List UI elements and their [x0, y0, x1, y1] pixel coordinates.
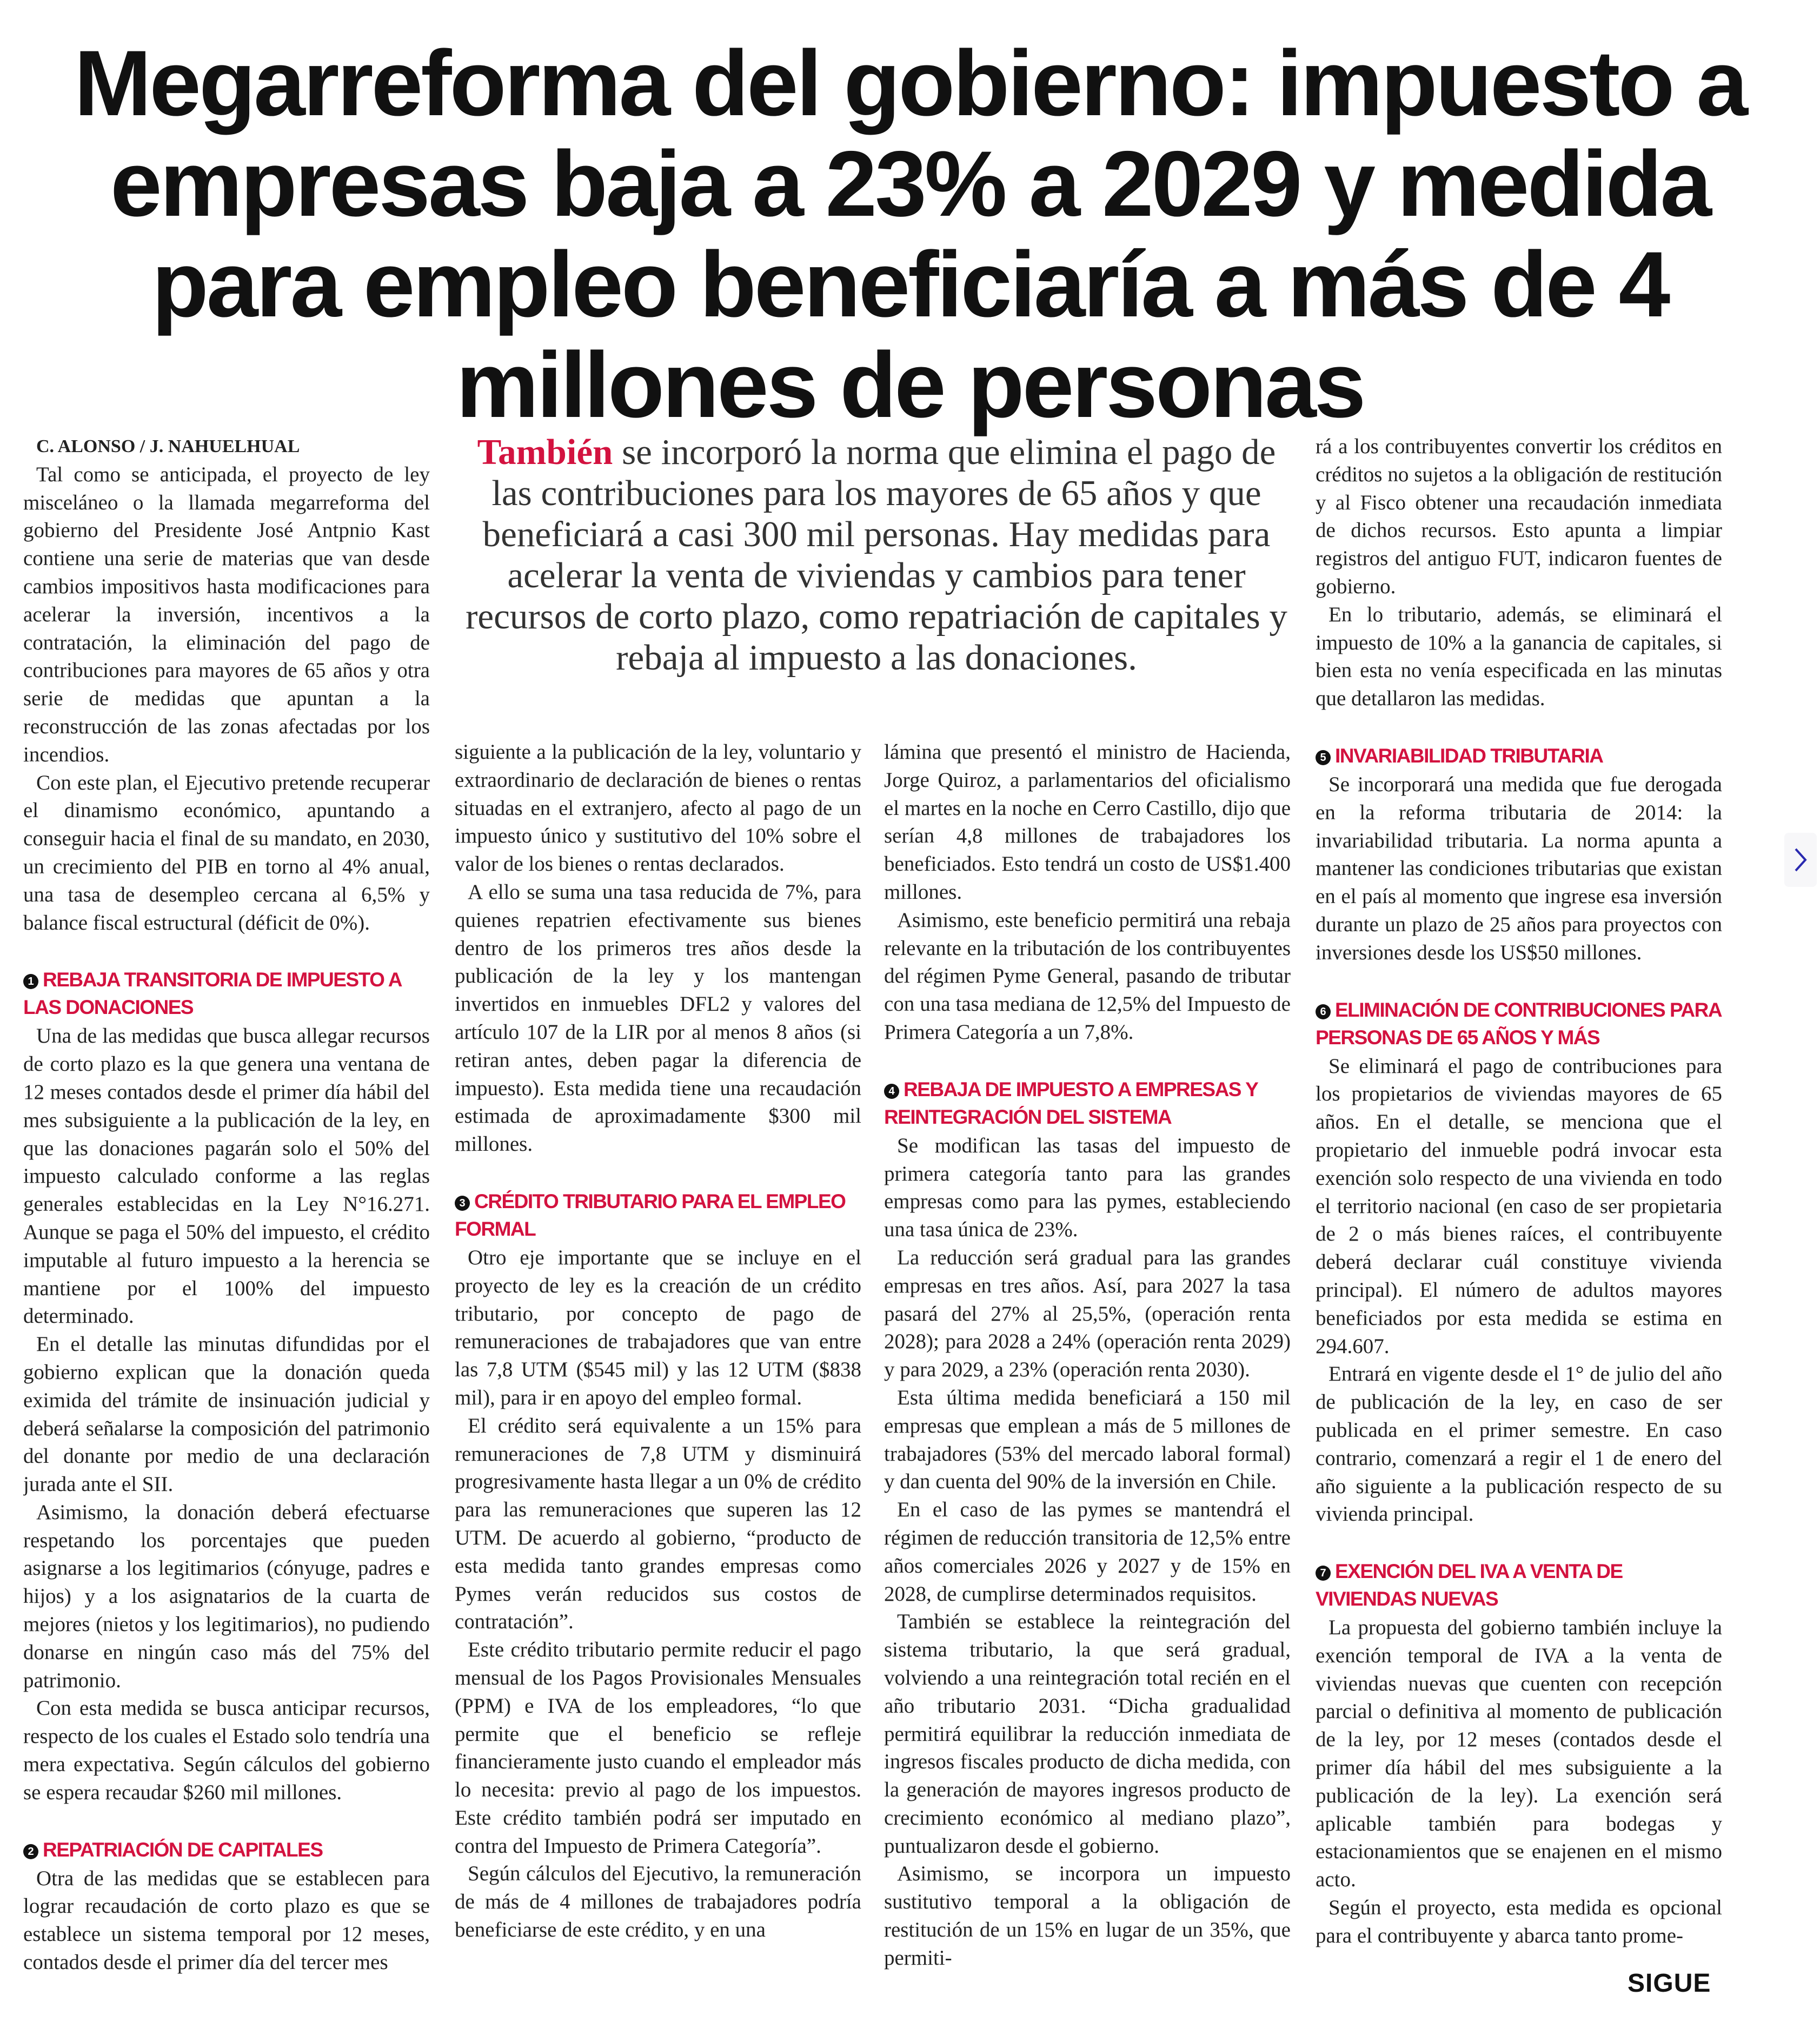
deck-lead-word: También [477, 432, 613, 472]
paragraph-continued: lámina que presentó el ministro de Hacie… [884, 740, 1291, 904]
section-heading: 6 ELIMINACIÓN DE CONTRIBUCIONES PARA PERS… [1316, 996, 1722, 1051]
paragraph-continued: siguiente a la publicación de la ley, vo… [455, 740, 861, 876]
article-column-1: C. ALONSO / J. NAHUELHUAL Tal como se ant… [23, 433, 430, 2001]
section-number-badge: 2 [23, 1844, 38, 1859]
headline-line: millones de personas [456, 333, 1366, 437]
paragraph: Esta última medida beneficiará a 150 mil… [884, 1385, 1291, 1494]
section-heading: 5 INVARIABILIDAD TRIBUTARIA [1316, 742, 1722, 770]
paragraph: A ello se suma una tasa reducida de 7%, … [455, 880, 861, 1156]
chevron-right-icon [1795, 848, 1807, 872]
paragraph: Con este plan, el Ejecutivo pretende rec… [23, 771, 430, 934]
continue-label: SIGUE [1628, 1969, 1711, 1998]
article-column-3: lámina que presentó el ministro de Hacie… [884, 738, 1291, 2001]
paragraph: Se incorporará una medida que fue deroga… [1316, 772, 1722, 964]
paragraph: Se modifican las tasas del impuesto de p… [884, 1133, 1291, 1242]
next-page-button[interactable] [1784, 833, 1817, 887]
section-number-badge: 1 [23, 974, 38, 990]
paragraph: Otro eje importante que se incluye en el… [455, 1245, 861, 1409]
article-column-4: rá a los contribuyentes convertir los cr… [1316, 433, 1722, 2001]
paragraph: En el detalle las minutas difundidas por… [23, 1332, 430, 1496]
paragraph: Asimismo, se incorpora un impuesto susti… [884, 1862, 1291, 1970]
paragraph: Otra de las medidas que se establecen pa… [23, 1866, 430, 1974]
section-number-badge: 4 [884, 1083, 899, 1099]
paragraph: Según el proyecto, esta medida es opcion… [1316, 1896, 1722, 1947]
paragraph: En el caso de las pymes se mantendrá el … [884, 1498, 1291, 1606]
headline: Megarreforma del gobierno: impuesto a em… [0, 33, 1820, 435]
paragraph: En lo tributario, además, se eliminará e… [1316, 602, 1722, 711]
section-number-badge: 3 [455, 1195, 470, 1211]
section-heading-text: CRÉDITO TRIBUTARIO PARA EL EMPLEO FORMAL [455, 1190, 846, 1240]
headline-line: empresas baja a 23% a 2029 y medida [110, 132, 1712, 236]
paragraph: La reducción será gradual para las grand… [884, 1245, 1291, 1382]
article-column-2: siguiente a la publicación de la ley, vo… [455, 738, 861, 2001]
section-heading-text: REBAJA TRANSITORIA DE IMPUESTO A LAS DON… [23, 969, 402, 1019]
section-heading: 2 REPATRIACIÓN DE CAPITALES [23, 1836, 430, 1864]
section-heading: 7 EXENCIÓN DEL IVA A VENTA DE VIVIENDAS N… [1316, 1557, 1722, 1613]
paragraph: Asimismo, la donación deberá efectuarse … [23, 1500, 430, 1692]
section-heading-text: EXENCIÓN DEL IVA A VENTA DE VIVIENDAS NU… [1316, 1560, 1623, 1610]
paragraph: La propuesta del gobierno también incluy… [1316, 1616, 1722, 1892]
paragraph: Según cálculos del Ejecutivo, la remuner… [455, 1862, 861, 1942]
paragraph: Se eliminará el pago de contribuciones p… [1316, 1054, 1722, 1358]
paragraph: Tal como se anticipada, el proyecto de l… [23, 462, 430, 766]
paragraph: El crédito será equivalente a un 15% par… [455, 1414, 861, 1634]
section-number-badge: 5 [1316, 750, 1331, 765]
section-number-badge: 7 [1316, 1566, 1331, 1581]
paragraph: Con esta medida se busca anticipar recur… [23, 1696, 430, 1804]
section-heading: 3 CRÉDITO TRIBUTARIO PARA EL EMPLEO FORMA… [455, 1188, 861, 1243]
section-heading: 1 REBAJA TRANSITORIA DE IMPUESTO A LAS DO… [23, 966, 430, 1021]
deck-text: se incorporó la norma que elimina el pag… [466, 432, 1287, 678]
paragraph: Entrará en vigente desde el 1° de julio … [1316, 1362, 1722, 1526]
section-number-badge: 6 [1316, 1004, 1331, 1019]
section-heading-text: REBAJA DE IMPUESTO A EMPRESAS Y REINTEGR… [884, 1078, 1258, 1128]
article-deck: También se incorporó la norma que elimin… [457, 432, 1296, 678]
section-heading-text: ELIMINACIÓN DE CONTRIBUCIONES PARA PERSO… [1316, 998, 1722, 1049]
paragraph: Una de las medidas que busca allegar rec… [23, 1024, 430, 1328]
headline-line: para empleo beneficiaría a más de 4 [151, 233, 1671, 337]
byline: C. ALONSO / J. NAHUELHUAL [36, 436, 300, 456]
section-heading-text: REPATRIACIÓN DE CAPITALES [43, 1838, 323, 1861]
headline-line: Megarreforma del gobierno: impuesto a [74, 31, 1748, 136]
paragraph-continued: rá a los contribuyentes convertir los cr… [1316, 435, 1722, 598]
paragraph: Asimismo, este beneficio permitirá una r… [884, 908, 1291, 1044]
section-heading-text: INVARIABILIDAD TRIBUTARIA [1335, 744, 1604, 767]
section-heading: 4 REBAJA DE IMPUESTO A EMPRESAS Y REINTEG… [884, 1076, 1291, 1131]
paragraph: Este crédito tributario permite reducir … [455, 1638, 861, 1858]
paragraph: También se establece la reintegración de… [884, 1610, 1291, 1858]
